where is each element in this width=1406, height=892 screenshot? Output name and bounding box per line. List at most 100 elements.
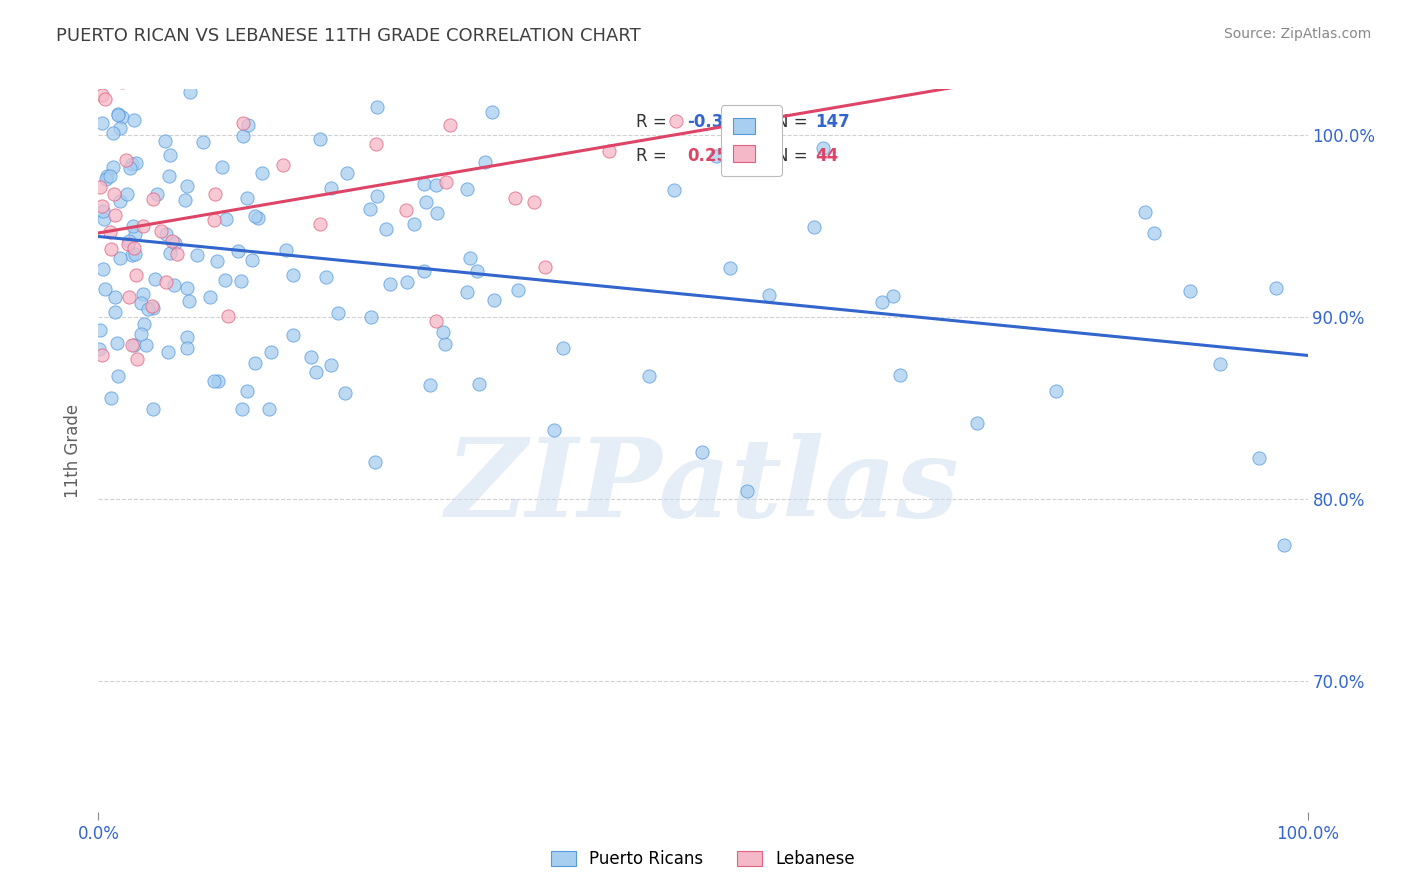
Point — [125, 268, 148, 282]
Point — [326, 305, 349, 319]
Point — [159, 169, 181, 183]
Point — [481, 104, 503, 119]
Point — [281, 268, 304, 282]
Point — [124, 247, 146, 261]
Point — [643, 68, 665, 82]
Point — [157, 344, 180, 359]
Point — [882, 289, 904, 303]
Point — [107, 108, 129, 122]
Point — [432, 325, 454, 339]
Point — [735, 484, 758, 499]
Point — [217, 309, 239, 323]
Point — [115, 153, 138, 167]
Point — [360, 310, 382, 324]
Point — [366, 189, 388, 203]
Point — [100, 391, 122, 405]
Point — [94, 282, 117, 296]
Point — [1045, 384, 1067, 398]
Point — [108, 120, 131, 135]
Point — [402, 218, 425, 232]
Point — [101, 160, 124, 174]
Point — [243, 355, 266, 369]
Text: 44: 44 — [815, 146, 839, 165]
Point — [90, 199, 112, 213]
Point — [1178, 284, 1201, 298]
Point — [474, 155, 496, 169]
Point — [207, 374, 229, 388]
Point — [436, 176, 458, 190]
Point — [243, 209, 266, 223]
Point — [1208, 357, 1230, 371]
Point — [718, 260, 741, 275]
Point — [117, 236, 139, 251]
Point — [155, 227, 177, 242]
Point — [419, 378, 441, 392]
Point — [966, 416, 988, 430]
Point — [236, 384, 259, 399]
Point — [117, 186, 139, 201]
Point — [89, 323, 111, 337]
Text: 0.259: 0.259 — [688, 146, 740, 165]
Point — [107, 107, 129, 121]
Point — [176, 330, 198, 344]
Point — [247, 211, 270, 225]
Point — [176, 178, 198, 193]
Point — [638, 369, 661, 384]
Point — [364, 136, 387, 151]
Point — [198, 290, 221, 304]
Point — [176, 341, 198, 355]
Legend: , : , — [721, 105, 782, 177]
Point — [153, 134, 176, 148]
Point — [456, 285, 478, 299]
Point — [1142, 226, 1164, 240]
Point — [482, 293, 505, 308]
Point — [93, 212, 115, 227]
Point — [664, 183, 686, 197]
Point — [309, 218, 332, 232]
Point — [100, 243, 122, 257]
Point — [308, 131, 330, 145]
Point — [305, 365, 328, 379]
Point — [121, 157, 143, 171]
Point — [752, 44, 775, 58]
Point — [359, 202, 381, 216]
Point — [271, 158, 294, 172]
Point — [704, 149, 727, 163]
Point — [121, 248, 143, 262]
Point — [468, 377, 491, 392]
Point — [142, 192, 165, 206]
Point — [142, 401, 165, 416]
Point — [413, 264, 436, 278]
Point — [141, 299, 163, 313]
Point — [543, 423, 565, 437]
Point — [551, 342, 574, 356]
Point — [204, 213, 226, 227]
Point — [91, 87, 114, 102]
Point — [118, 290, 141, 304]
Point — [413, 177, 436, 191]
Point — [235, 191, 257, 205]
Point — [97, 0, 120, 6]
Point — [425, 314, 447, 328]
Point — [870, 294, 893, 309]
Point — [426, 205, 449, 219]
Point — [204, 187, 226, 202]
Point — [142, 301, 165, 315]
Point — [366, 100, 388, 114]
Point — [174, 193, 197, 207]
Point — [120, 161, 142, 175]
Point — [124, 227, 146, 241]
Point — [107, 369, 129, 384]
Point — [122, 112, 145, 127]
Point — [118, 235, 141, 249]
Point — [690, 445, 713, 459]
Point — [94, 172, 117, 186]
Point — [166, 247, 188, 261]
Point — [89, 180, 111, 194]
Point — [533, 260, 555, 274]
Point — [129, 327, 152, 342]
Point — [90, 116, 112, 130]
Point — [125, 155, 148, 169]
Point — [378, 277, 401, 292]
Point — [375, 221, 398, 235]
